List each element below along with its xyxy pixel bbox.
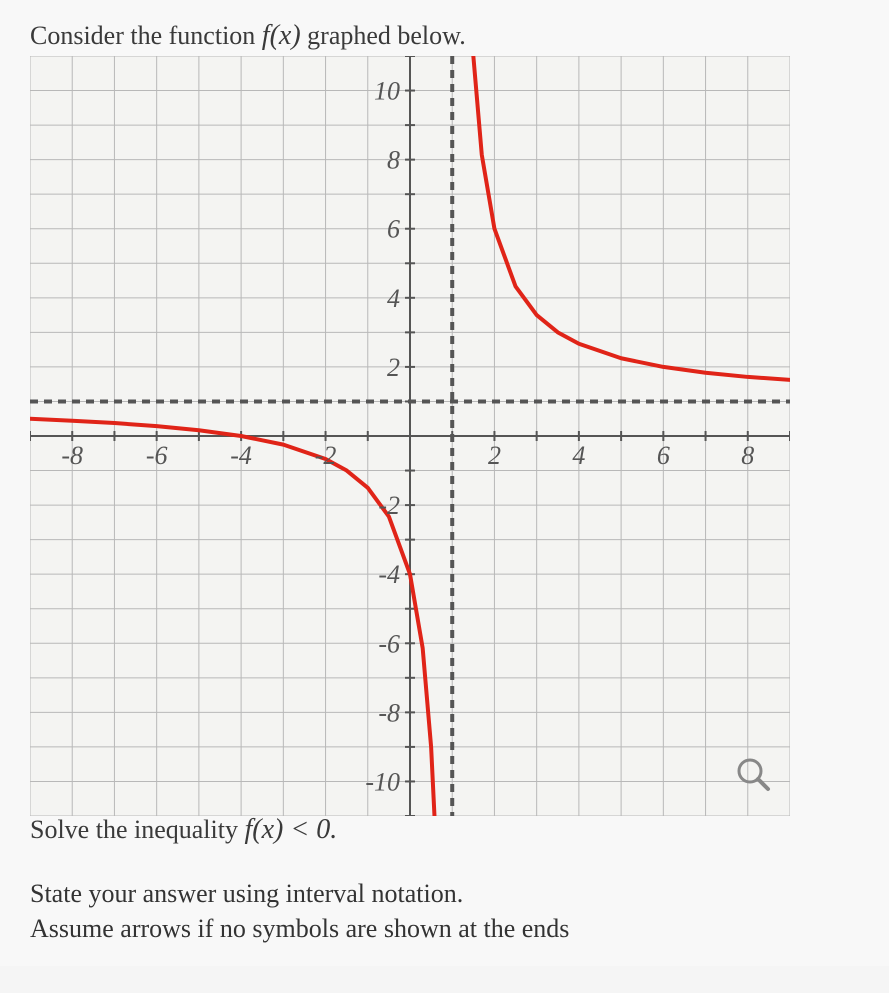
- footer-instructions: State your answer using interval notatio…: [30, 876, 859, 946]
- svg-text:-6: -6: [146, 441, 168, 470]
- svg-text:-10: -10: [365, 767, 400, 796]
- solve-ineq: < 0.: [283, 814, 337, 845]
- svg-text:4: 4: [387, 284, 400, 313]
- function-graph: -8 -6 -4 -2 2 4 6 8 -10 -8 -6 -4 -2 2 4 6 8 10: [30, 56, 859, 816]
- footer-line1: State your answer using interval notatio…: [30, 876, 859, 911]
- svg-text:-2: -2: [378, 491, 400, 520]
- svg-text:-4: -4: [230, 441, 252, 470]
- svg-text:10: 10: [374, 77, 400, 106]
- svg-text:8: 8: [741, 441, 754, 470]
- svg-text:-8: -8: [61, 441, 83, 470]
- svg-text:-2: -2: [315, 441, 337, 470]
- svg-text:2: 2: [387, 353, 400, 382]
- svg-text:2: 2: [488, 441, 501, 470]
- solve-instruction: Solve the inequality f(x) < 0.: [30, 814, 859, 846]
- svg-text:8: 8: [387, 146, 400, 175]
- svg-text:-8: -8: [378, 698, 400, 727]
- question-intro: Consider the function f(x) graphed below…: [30, 20, 859, 52]
- intro-prefix: Consider the function: [30, 21, 262, 50]
- plot-svg: -8 -6 -4 -2 2 4 6 8 -10 -8 -6 -4 -2 2 4 6 8 10: [30, 56, 790, 816]
- intro-fx: f(x): [262, 20, 301, 51]
- solve-prefix: Solve the inequality: [30, 815, 244, 844]
- solve-fx: f(x): [244, 814, 283, 845]
- svg-text:6: 6: [387, 215, 400, 244]
- intro-suffix: graphed below.: [301, 21, 466, 50]
- svg-text:4: 4: [572, 441, 585, 470]
- svg-text:-6: -6: [378, 629, 400, 658]
- svg-text:-4: -4: [378, 560, 400, 589]
- svg-text:6: 6: [657, 441, 670, 470]
- footer-line2: Assume arrows if no symbols are shown at…: [30, 911, 859, 946]
